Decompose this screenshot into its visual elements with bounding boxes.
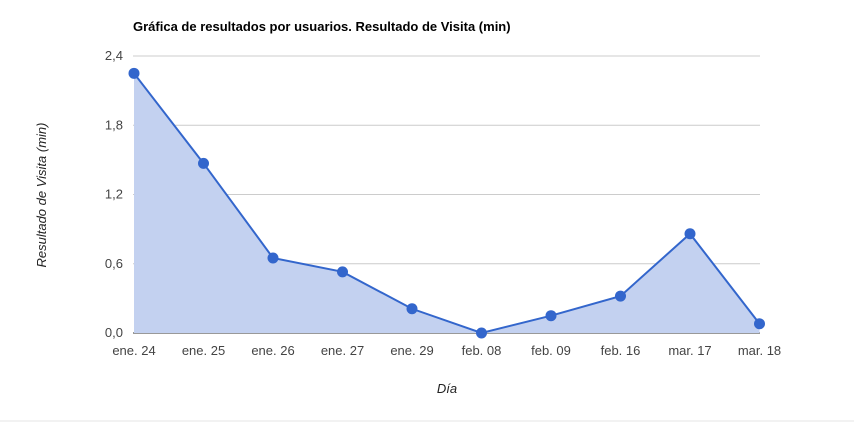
chart-title: Gráfica de resultados por usuarios. Resu… xyxy=(133,19,511,34)
data-point-9[interactable] xyxy=(684,228,696,240)
data-point-3[interactable] xyxy=(267,252,279,264)
x-tick-label: ene. 27 xyxy=(321,343,364,358)
x-tick-label: feb. 09 xyxy=(531,343,571,358)
x-tick-label: ene. 24 xyxy=(112,343,155,358)
data-point-7[interactable] xyxy=(545,310,557,322)
x-axis-label: Día xyxy=(437,381,457,396)
series-line xyxy=(133,72,761,335)
area-fill-layer xyxy=(133,72,761,335)
data-point-6[interactable] xyxy=(476,327,487,339)
y-tick-label: 0,6 xyxy=(105,256,123,271)
y-tick-label: 1,2 xyxy=(105,187,123,202)
data-point-2[interactable] xyxy=(198,157,209,169)
y-tick-label: 0,0 xyxy=(105,325,123,340)
x-tick-label: feb. 08 xyxy=(462,343,502,358)
data-point-5[interactable] xyxy=(406,303,418,315)
data-point-10[interactable] xyxy=(754,318,765,330)
x-tick-label: ene. 26 xyxy=(251,343,294,358)
x-tick-label: mar. 18 xyxy=(738,343,781,358)
x-tick-label: ene. 29 xyxy=(390,343,433,358)
y-axis-ticks: 0,0 0,6 1,2 1,8 2,4 xyxy=(105,48,123,340)
data-points xyxy=(128,67,765,339)
data-point-4[interactable] xyxy=(337,266,348,278)
x-axis-ticks: ene. 24 ene. 25 ene. 26 ene. 27 ene. 29 feb. … xyxy=(112,343,781,358)
x-tick-label: mar. 17 xyxy=(668,343,711,358)
x-tick-label: ene. 25 xyxy=(182,343,225,358)
data-point-8[interactable] xyxy=(615,290,626,302)
y-tick-label: 1,8 xyxy=(105,117,123,132)
y-tick-label: 2,4 xyxy=(105,48,123,63)
data-point-1[interactable] xyxy=(128,67,140,79)
y-axis-label: Resultado de Visita (min) xyxy=(34,123,49,268)
x-tick-label: feb. 16 xyxy=(601,343,641,358)
area-fill xyxy=(134,73,760,333)
